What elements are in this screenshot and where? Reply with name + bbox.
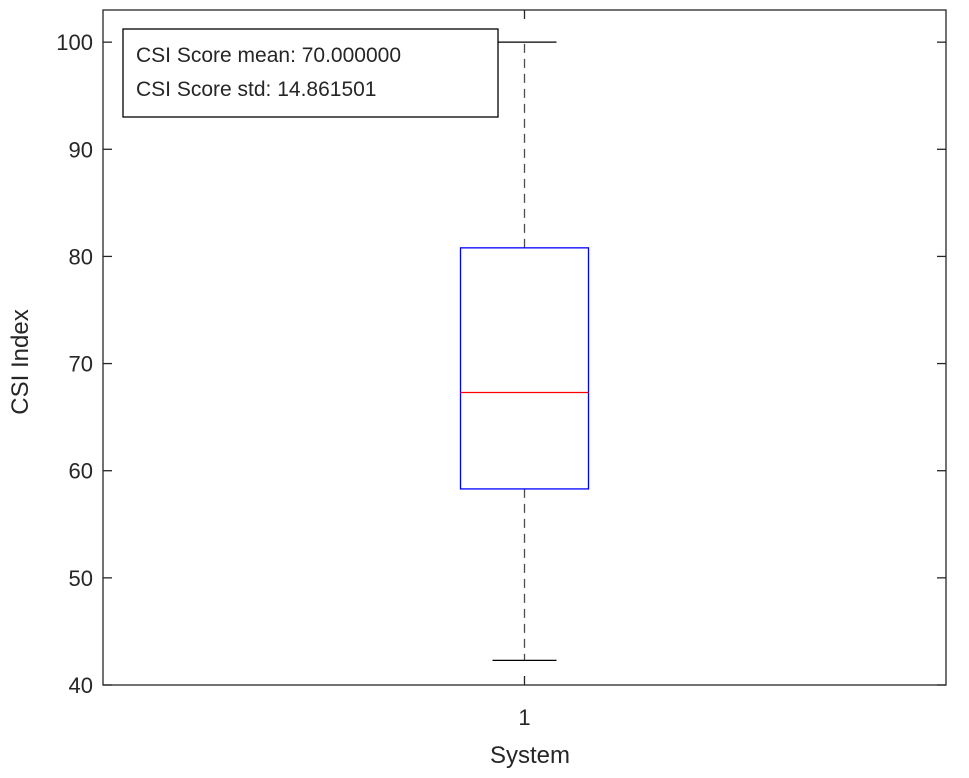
y-tick-label: 70	[69, 352, 93, 377]
std-text: CSI Score std: 14.861501	[136, 78, 377, 101]
y-tick-label: 80	[69, 244, 93, 269]
x-axis-label: System	[490, 742, 570, 769]
plot-area	[459, 41, 590, 662]
mean-text: CSI Score mean: 70.000000	[136, 44, 401, 67]
stats-annotation: CSI Score mean: 70.000000 CSI Score std: …	[122, 28, 499, 118]
y-tick-label: 100	[56, 30, 93, 55]
axes: 40 50 60 70 80 90 100 1	[56, 9, 947, 730]
x-tick-label: 1	[518, 705, 530, 730]
y-tick-label: 50	[69, 566, 93, 591]
stats-annotation-box	[122, 28, 499, 118]
y-tick-label: 60	[69, 459, 93, 484]
y-axis-label: CSI Index	[7, 309, 34, 414]
y-tick-label: 90	[69, 137, 93, 162]
y-tick-label: 40	[69, 673, 93, 698]
iqr-box	[459, 247, 590, 490]
